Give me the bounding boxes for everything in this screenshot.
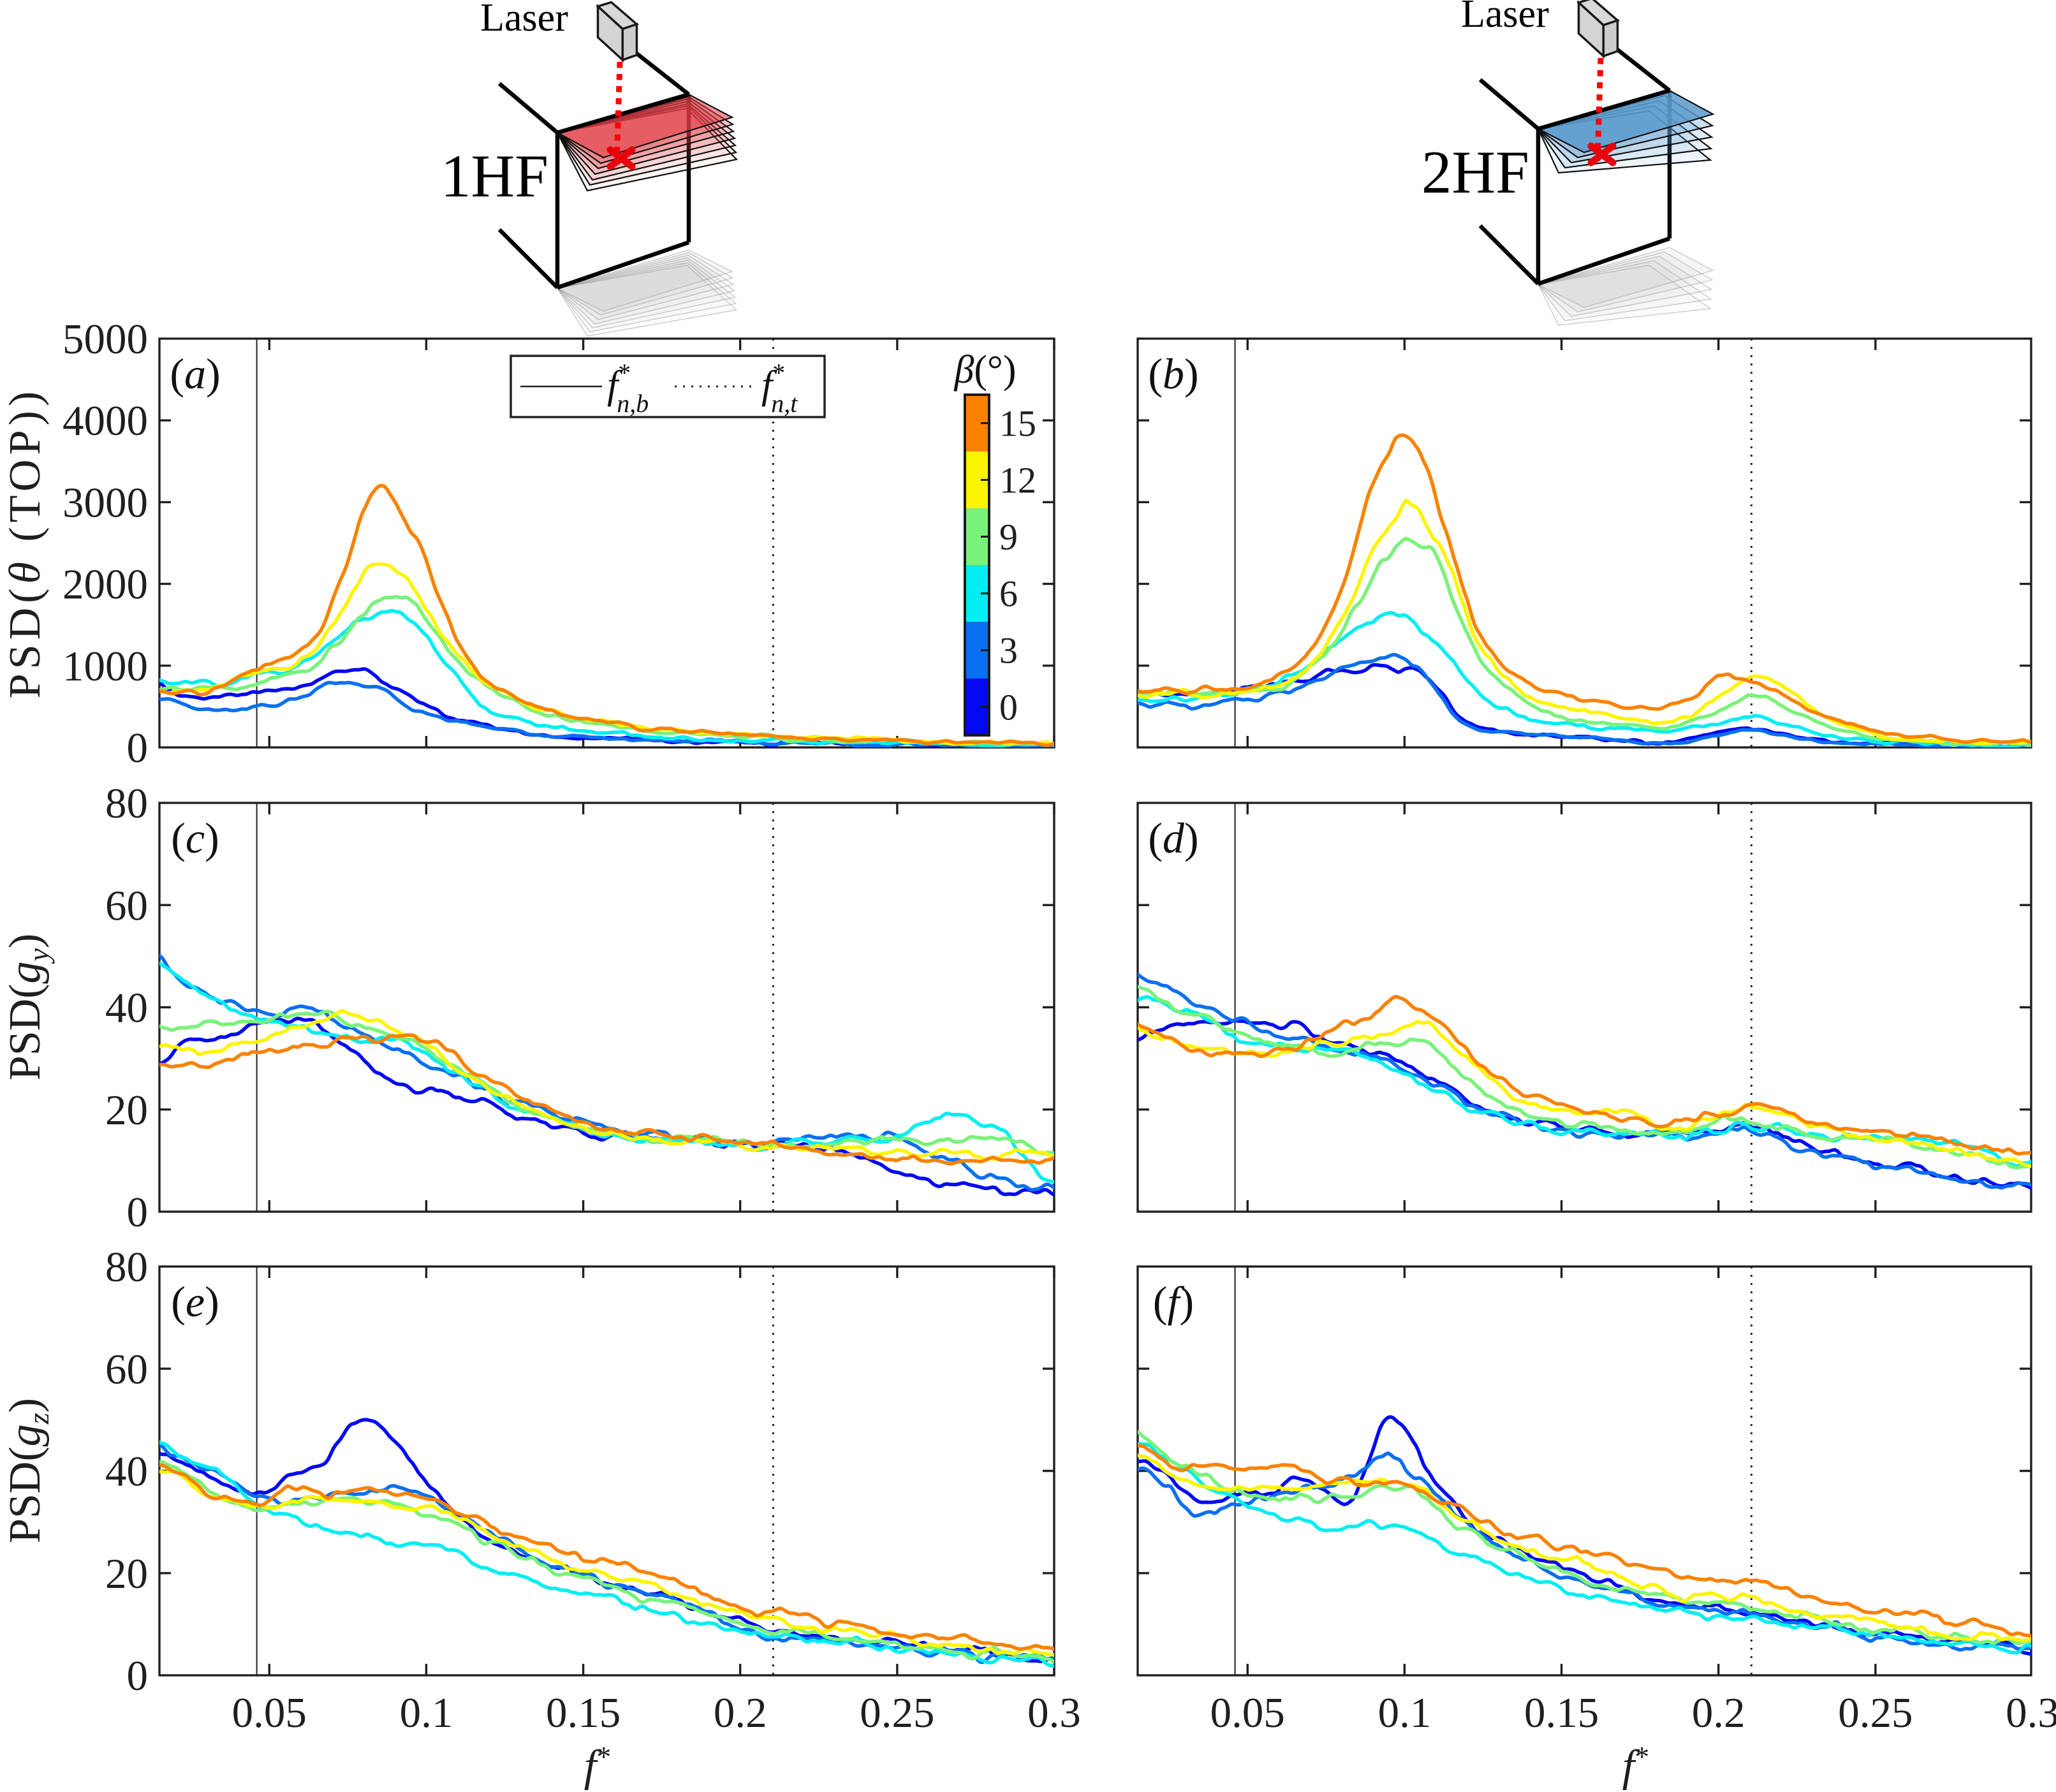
- svg-text:0: 0: [127, 1652, 149, 1700]
- svg-text:20: 20: [105, 1550, 148, 1597]
- svg-text:f*: f*: [1622, 1740, 1649, 1791]
- svg-text:80: 80: [105, 1244, 148, 1291]
- svg-text:(b): (b): [1148, 349, 1198, 398]
- svg-text:40: 40: [105, 985, 148, 1032]
- svg-text:0: 0: [127, 724, 149, 772]
- svg-text:0.2: 0.2: [714, 1689, 767, 1737]
- svg-text:f*n,t: f* n,t: [761, 358, 798, 418]
- svg-text:(e): (e): [171, 1277, 219, 1326]
- svg-text:6: 6: [999, 573, 1018, 615]
- svg-text:1HF: 1HF: [441, 142, 548, 210]
- svg-text:0: 0: [127, 1189, 149, 1236]
- svg-text:0.1: 0.1: [400, 1689, 453, 1737]
- svg-text:0.3: 0.3: [1027, 1689, 1081, 1737]
- svg-text:1000: 1000: [62, 643, 148, 690]
- svg-text:0: 0: [999, 687, 1018, 728]
- svg-text:0.05: 0.05: [1210, 1689, 1285, 1737]
- svg-text:0.25: 0.25: [1838, 1689, 1913, 1737]
- svg-text:3000: 3000: [62, 479, 148, 526]
- svg-text:β(°): β(°): [954, 348, 1017, 392]
- svg-text:f*: f*: [584, 1740, 611, 1791]
- svg-text:0.05: 0.05: [232, 1689, 307, 1737]
- svg-text:60: 60: [105, 882, 148, 929]
- svg-text:40: 40: [105, 1448, 148, 1495]
- svg-text:Laser: Laser: [480, 0, 568, 40]
- svg-text:f*n,b: f* n,b: [607, 358, 649, 418]
- svg-text:(f): (f): [1153, 1277, 1194, 1326]
- svg-text:(a): (a): [170, 349, 220, 398]
- svg-text:Laser: Laser: [1461, 0, 1549, 36]
- svg-text:20: 20: [105, 1087, 148, 1134]
- svg-text:0.25: 0.25: [860, 1689, 934, 1737]
- svg-text:9: 9: [999, 517, 1018, 558]
- svg-text:0.15: 0.15: [1524, 1689, 1599, 1737]
- svg-text:15: 15: [999, 403, 1036, 444]
- svg-text:12: 12: [999, 460, 1036, 501]
- svg-text:3: 3: [999, 630, 1018, 672]
- svg-text:80: 80: [105, 780, 148, 827]
- svg-text:PSD(θ (TOP)): PSD(θ (TOP)): [1, 387, 50, 699]
- svg-text:0.3: 0.3: [2006, 1689, 2056, 1737]
- svg-text:PSD(gz): PSD(gz): [1, 1398, 55, 1543]
- svg-text:2HF: 2HF: [1421, 138, 1529, 206]
- svg-text:4000: 4000: [62, 397, 148, 444]
- svg-text:5000: 5000: [62, 316, 148, 363]
- svg-text:0.2: 0.2: [1692, 1689, 1745, 1737]
- svg-text:0.1: 0.1: [1378, 1689, 1432, 1737]
- svg-text:(c): (c): [171, 814, 219, 862]
- svg-text:0.15: 0.15: [546, 1689, 620, 1737]
- svg-text:2000: 2000: [62, 561, 148, 608]
- svg-text:60: 60: [105, 1346, 148, 1393]
- svg-text:(d): (d): [1148, 814, 1198, 862]
